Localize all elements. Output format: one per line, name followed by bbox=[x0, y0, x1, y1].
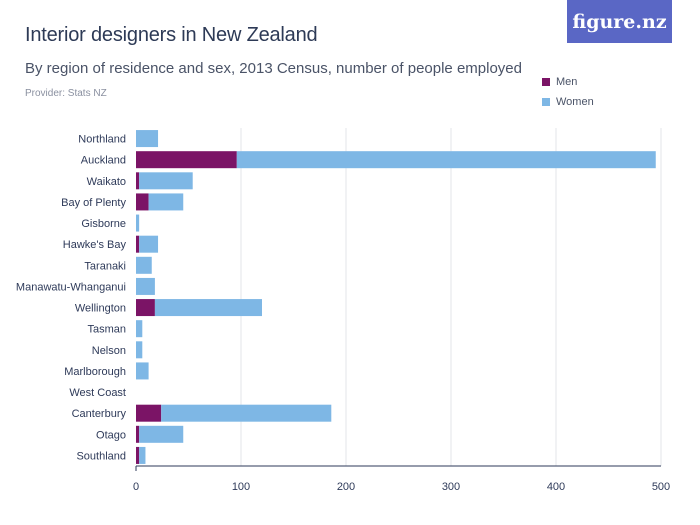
legend-item-women: Women bbox=[542, 96, 594, 108]
category-label: Tasman bbox=[87, 324, 126, 336]
bar-women bbox=[136, 320, 143, 338]
provider-note: Provider: Stats NZ bbox=[25, 88, 107, 99]
bar-women bbox=[136, 277, 155, 295]
chart-title: Interior designers in New Zealand bbox=[25, 24, 318, 46]
category-label: Northland bbox=[78, 134, 126, 146]
bar-men bbox=[136, 151, 237, 169]
x-tick-label: 300 bbox=[442, 481, 460, 493]
x-tick-label: 200 bbox=[337, 481, 355, 493]
chart-subtitle: By region of residence and sex, 2013 Cen… bbox=[25, 60, 522, 77]
category-label: Southland bbox=[76, 450, 126, 462]
bar-women bbox=[136, 341, 143, 359]
figure-nz-logo[interactable]: figure.nz bbox=[567, 0, 672, 43]
legend-swatch-men bbox=[542, 78, 550, 86]
category-label: Canterbury bbox=[72, 408, 127, 420]
bar-men bbox=[136, 193, 149, 211]
category-label: Marlborough bbox=[64, 366, 126, 378]
x-tick-label: 400 bbox=[547, 481, 565, 493]
legend-swatch-women bbox=[542, 98, 550, 106]
bar-women bbox=[154, 299, 262, 317]
category-label: Hawke's Bay bbox=[63, 239, 127, 251]
bar-men bbox=[136, 172, 140, 190]
bar-women bbox=[136, 256, 152, 274]
category-label: West Coast bbox=[69, 387, 126, 399]
bar-women bbox=[136, 214, 140, 232]
category-label: Nelson bbox=[92, 345, 126, 357]
bar-women bbox=[161, 404, 332, 422]
category-label: Otago bbox=[96, 429, 126, 441]
x-tick-label: 500 bbox=[652, 481, 670, 493]
category-label: Waikato bbox=[87, 176, 126, 188]
category-label: Auckland bbox=[81, 155, 126, 167]
category-label: Wellington bbox=[75, 303, 126, 315]
category-label: Bay of Plenty bbox=[61, 197, 126, 209]
bar-men bbox=[136, 404, 162, 422]
bar-women bbox=[139, 172, 193, 190]
bar-women bbox=[136, 362, 149, 380]
bar-men bbox=[136, 299, 155, 317]
bar-women bbox=[236, 151, 656, 169]
legend-label-women: Women bbox=[556, 96, 594, 108]
bar-men bbox=[136, 235, 140, 253]
bar-women bbox=[148, 193, 184, 211]
category-label: Manawatu-Whanganui bbox=[16, 281, 126, 293]
legend-item-men: Men bbox=[542, 76, 577, 88]
category-label: Taranaki bbox=[84, 260, 126, 272]
x-tick-label: 100 bbox=[232, 481, 250, 493]
bar-men bbox=[136, 425, 140, 443]
bar-women bbox=[139, 235, 159, 253]
legend-label-men: Men bbox=[556, 76, 578, 88]
bar-men bbox=[136, 446, 140, 464]
category-label: Gisborne bbox=[81, 218, 126, 230]
bar-women bbox=[136, 130, 159, 148]
x-tick-label: 0 bbox=[133, 481, 139, 493]
bar-women bbox=[139, 425, 184, 443]
bar-women bbox=[139, 446, 146, 464]
